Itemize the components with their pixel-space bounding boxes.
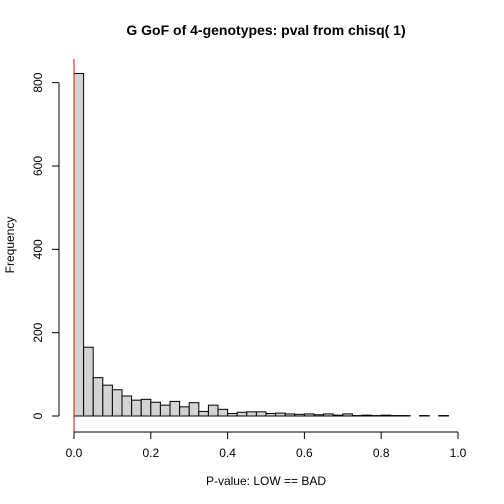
histogram-bar: [342, 413, 353, 417]
histogram-bar: [111, 389, 123, 417]
y-axis-label: Frequency: [3, 217, 17, 274]
x-axis-label: P-value: LOW == BAD: [206, 474, 326, 488]
histogram-bar: [255, 411, 267, 417]
histogram-bar: [380, 414, 392, 417]
histogram-bar: [150, 401, 161, 417]
histogram-bar: [73, 72, 85, 417]
histogram-bar: [217, 408, 229, 417]
histogram-bar: [294, 413, 305, 417]
y-tick-label: 800: [31, 72, 45, 92]
x-tick-label: 0.8: [373, 446, 390, 460]
histogram-bar: [275, 412, 286, 417]
histogram-bar: [236, 411, 248, 417]
chart-title: G GoF of 4-genotypes: pval from chisq( 1…: [126, 22, 405, 38]
histogram-bar: [323, 413, 334, 417]
histogram-bar: [303, 413, 315, 417]
histogram-bar: [169, 400, 181, 417]
histogram-bar: [179, 406, 190, 417]
histogram-bars: [73, 72, 449, 417]
histogram-bar: [246, 411, 257, 417]
histogram-bar: [92, 377, 104, 417]
histogram-bar: [265, 412, 277, 417]
histogram-bar: [83, 346, 94, 417]
histogram-bar: [140, 398, 152, 417]
x-tick-label: 0.0: [66, 446, 83, 460]
histogram-bar: [313, 414, 325, 417]
histogram-bar: [332, 414, 344, 417]
x-tick-label: 0.2: [142, 446, 159, 460]
y-tick-label: 600: [31, 156, 45, 176]
histogram-bar: [188, 402, 200, 417]
histogram-bar: [361, 414, 373, 417]
histogram-bar: [121, 395, 133, 417]
y-axis: 0 200 400 600 800: [31, 72, 60, 419]
histogram-bar: [131, 399, 142, 417]
histogram-bar: [198, 410, 209, 417]
histogram-bar: [227, 412, 238, 417]
y-tick-label: 0: [31, 412, 45, 419]
histogram-bar: [102, 384, 113, 417]
y-tick-label: 200: [31, 322, 45, 342]
y-tick-label: 400: [31, 239, 45, 259]
histogram-bar: [284, 413, 296, 417]
x-axis: 0.0 0.2 0.4 0.6 0.8 1.0: [66, 431, 467, 460]
x-tick-label: 1.0: [450, 446, 467, 460]
x-tick-label: 0.6: [296, 446, 313, 460]
histogram-bar: [159, 404, 171, 417]
histogram-bar: [207, 404, 219, 417]
x-tick-label: 0.4: [219, 446, 236, 460]
